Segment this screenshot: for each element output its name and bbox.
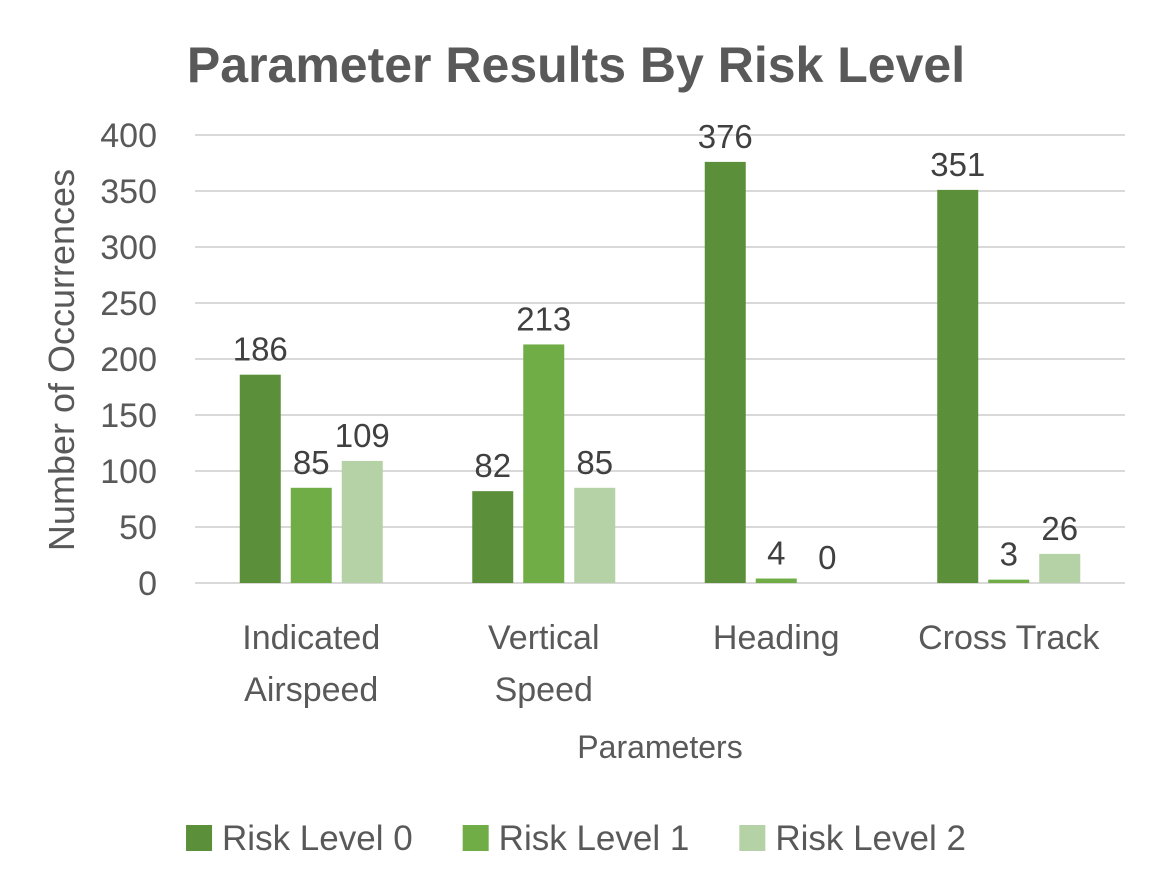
data-label: 186 (233, 331, 288, 368)
bar (755, 578, 797, 583)
bars (239, 161, 1081, 583)
bar (574, 487, 616, 583)
x-category-label: Heading (713, 619, 840, 657)
x-axis-title: Parameters (577, 729, 742, 765)
data-label: 376 (698, 118, 753, 155)
y-tick-label: 150 (100, 397, 157, 435)
data-label: 109 (335, 417, 390, 454)
x-category-label: Speed (495, 671, 593, 709)
bar (341, 460, 383, 583)
data-label: 85 (293, 444, 330, 481)
bar (704, 161, 746, 583)
bar (937, 189, 979, 583)
bar (472, 491, 514, 583)
data-label: 351 (930, 146, 985, 183)
data-label: 26 (1041, 510, 1078, 547)
y-tick-label: 100 (100, 453, 157, 491)
bar (239, 374, 281, 583)
y-tick-label: 250 (100, 285, 157, 323)
legend-label: Risk Level 1 (499, 819, 690, 858)
legend-swatch (739, 825, 766, 851)
y-tick-label: 200 (100, 341, 157, 379)
y-axis-title: Number of Occurrences (41, 169, 82, 551)
gridlines (195, 134, 1125, 584)
x-axis-categories: Indicated Airspeed Vertical Speed Heading Cro… (242, 619, 1100, 709)
bar (988, 579, 1030, 583)
data-label: 85 (576, 444, 613, 481)
y-tick-label: 350 (100, 173, 157, 211)
chart-title: Parameter Results By Risk Level (187, 37, 965, 93)
data-label: 82 (474, 447, 511, 484)
legend-label: Risk Level 2 (775, 819, 966, 858)
y-tick-label: 50 (119, 509, 157, 547)
legend-label: Risk Level 0 (222, 819, 413, 858)
y-tick-label: 0 (138, 565, 157, 603)
x-category-label: Vertical (488, 619, 600, 657)
legend-swatch (462, 825, 489, 851)
bar (1039, 553, 1081, 583)
data-label: 213 (516, 300, 571, 337)
data-label: 0 (818, 539, 836, 576)
x-category-label: Indicated (242, 619, 380, 657)
y-tick-label: 300 (100, 229, 157, 267)
legend-swatch (186, 825, 213, 851)
y-tick-label: 400 (100, 117, 157, 155)
data-label: 4 (767, 535, 785, 572)
bar (523, 344, 565, 583)
x-category-label: Cross Track (918, 619, 1100, 657)
y-axis-ticks: 0 50 100 150 200 250 300 350 400 (100, 117, 157, 603)
x-category-label: Airspeed (244, 671, 378, 709)
bar (290, 487, 332, 583)
data-label: 3 (1000, 536, 1018, 573)
legend: Risk Level 0 Risk Level 1 Risk Level 2 (186, 819, 966, 858)
